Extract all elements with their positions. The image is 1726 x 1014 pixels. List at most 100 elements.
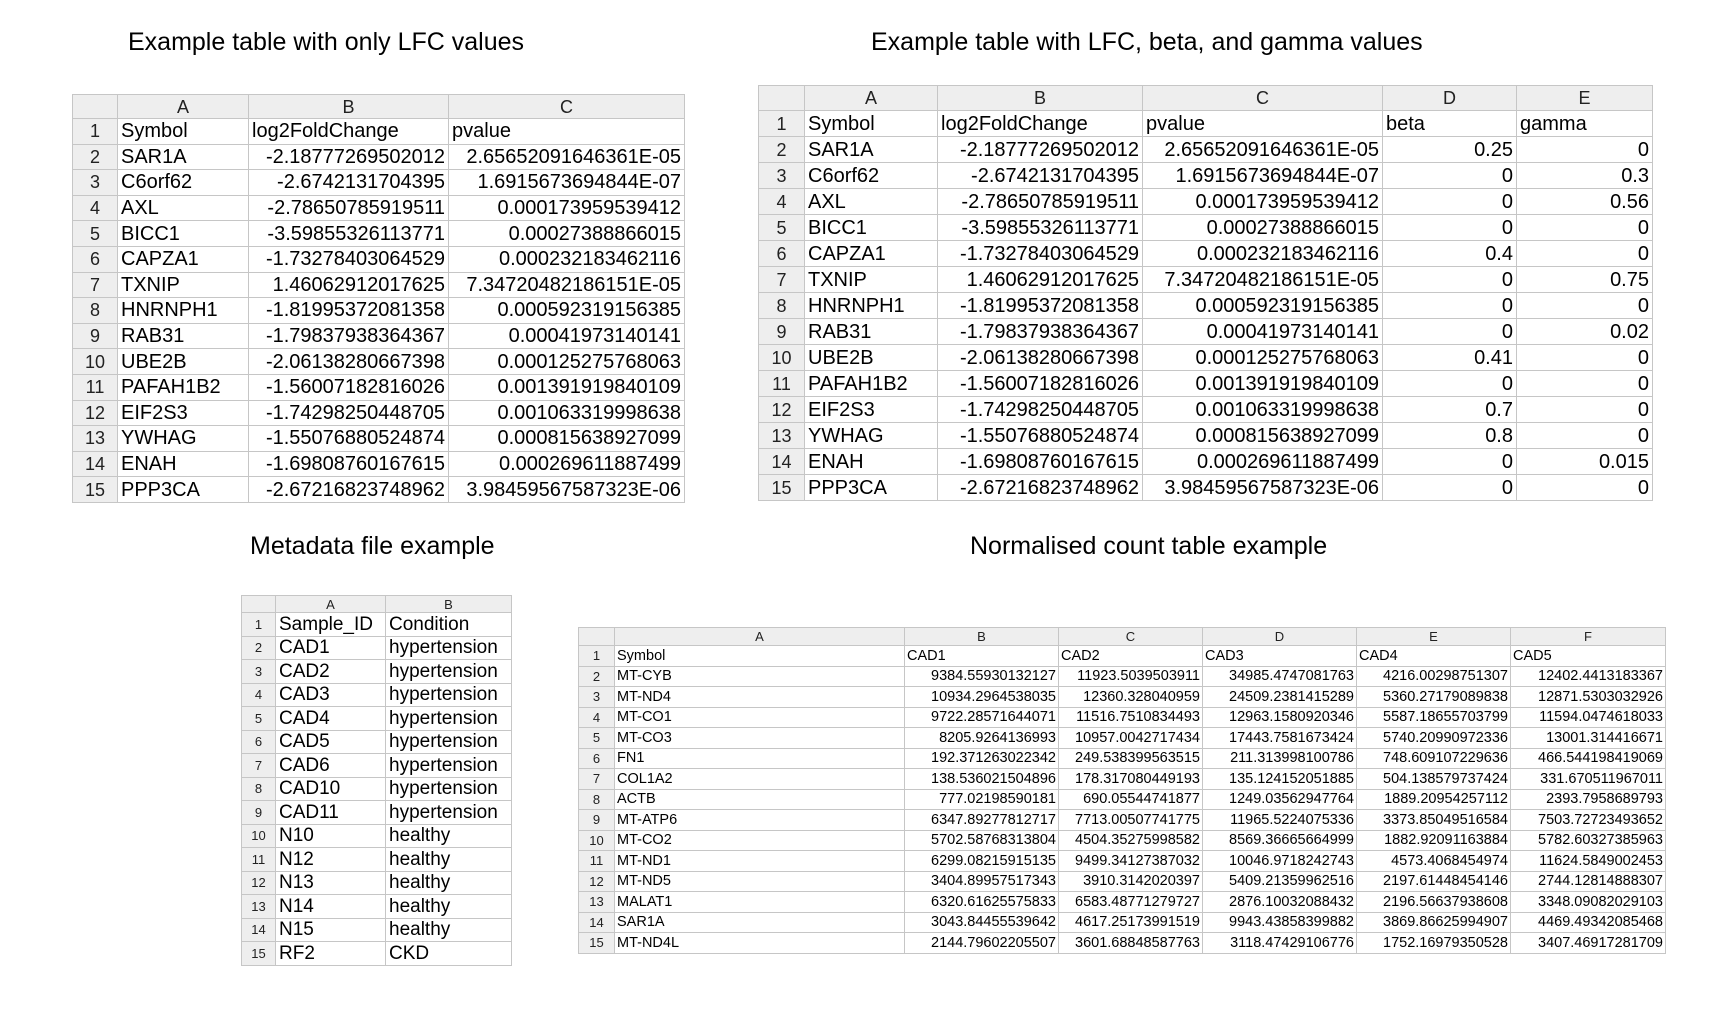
row-number[interactable]: 7 bbox=[241, 753, 276, 778]
table-cell[interactable]: 10046.9718242743 bbox=[1202, 850, 1357, 872]
table-cell[interactable]: hypertension bbox=[385, 776, 512, 801]
table-cell[interactable]: 0.000269611887499 bbox=[1142, 448, 1383, 475]
column-header[interactable]: A bbox=[614, 627, 905, 646]
row-number[interactable]: 12 bbox=[241, 870, 276, 895]
table-cell[interactable]: CAD11 bbox=[275, 800, 386, 825]
column-header[interactable]: B bbox=[385, 595, 512, 613]
row-number[interactable]: 12 bbox=[578, 870, 615, 892]
table-cell[interactable]: AXL bbox=[804, 188, 938, 215]
table-cell[interactable]: 9384.55930132127 bbox=[904, 665, 1059, 687]
table-cell[interactable]: 0.000592319156385 bbox=[1142, 292, 1383, 319]
header-cell[interactable]: gamma bbox=[1516, 110, 1653, 137]
row-number[interactable]: 5 bbox=[578, 727, 615, 749]
table-cell[interactable]: 0.25 bbox=[1382, 136, 1517, 163]
table-cell[interactable]: 211.313998100786 bbox=[1202, 747, 1357, 769]
row-number[interactable]: 15 bbox=[72, 476, 118, 503]
table-cell[interactable]: MT-ATP6 bbox=[614, 809, 905, 831]
table-cell[interactable]: ACTB bbox=[614, 788, 905, 810]
header-cell[interactable]: Symbol bbox=[117, 118, 249, 145]
table-cell[interactable]: 0.000232183462116 bbox=[448, 245, 685, 273]
table-cell[interactable]: 9943.43858399882 bbox=[1202, 911, 1357, 933]
table-cell[interactable]: 4573.4068454974 bbox=[1356, 850, 1511, 872]
table-cell[interactable]: MT-ND5 bbox=[614, 870, 905, 892]
table-cell[interactable]: C6orf62 bbox=[804, 162, 938, 189]
table-cell[interactable]: 3373.85049516584 bbox=[1356, 809, 1511, 831]
table-cell[interactable]: -2.18777269502012 bbox=[248, 143, 449, 171]
table-cell[interactable]: 11624.5849002453 bbox=[1510, 850, 1666, 872]
header-cell[interactable]: CAD4 bbox=[1356, 645, 1511, 667]
table-cell[interactable]: 5409.21359962516 bbox=[1202, 870, 1357, 892]
row-number[interactable]: 8 bbox=[578, 788, 615, 810]
row-number[interactable]: 14 bbox=[72, 450, 118, 478]
row-number[interactable]: 1 bbox=[578, 645, 615, 667]
table-cell[interactable]: EIF2S3 bbox=[804, 396, 938, 423]
table-cell[interactable]: 1.6915673694844E-07 bbox=[448, 169, 685, 196]
table-cell[interactable]: 0 bbox=[1516, 136, 1653, 163]
column-header[interactable]: E bbox=[1356, 627, 1511, 646]
row-number[interactable]: 13 bbox=[758, 422, 805, 449]
table-cell[interactable]: MT-ND4L bbox=[614, 932, 905, 954]
table-cell[interactable]: 777.02198590181 bbox=[904, 788, 1059, 810]
table-cell[interactable]: 0 bbox=[1516, 474, 1653, 501]
table-cell[interactable]: -2.78650785919511 bbox=[248, 194, 449, 222]
table-cell[interactable]: -1.81995372081358 bbox=[937, 292, 1143, 319]
table-cell[interactable]: 192.371263022342 bbox=[904, 747, 1059, 769]
header-cell[interactable]: CAD5 bbox=[1510, 645, 1666, 667]
row-number[interactable]: 4 bbox=[578, 706, 615, 728]
table-cell[interactable]: 0.00027388866015 bbox=[448, 220, 685, 247]
table-cell[interactable]: healthy bbox=[385, 870, 512, 895]
row-number[interactable]: 11 bbox=[241, 847, 276, 872]
table-cell[interactable]: -2.06138280667398 bbox=[248, 348, 449, 375]
table-cell[interactable]: 2144.79602205507 bbox=[904, 932, 1059, 954]
column-header[interactable]: B bbox=[937, 85, 1143, 111]
column-header[interactable]: F bbox=[1510, 627, 1666, 646]
table-cell[interactable]: 6583.48771279727 bbox=[1058, 891, 1203, 913]
table-cell[interactable]: 0.7 bbox=[1382, 396, 1517, 423]
header-cell[interactable]: Symbol bbox=[614, 645, 905, 667]
table-cell[interactable]: 0.000125275768063 bbox=[448, 348, 685, 375]
table-cell[interactable]: 8205.9264136993 bbox=[904, 727, 1059, 749]
header-cell[interactable]: log2FoldChange bbox=[248, 118, 449, 145]
row-number[interactable]: 6 bbox=[578, 747, 615, 769]
table-cell[interactable]: 3348.09082029103 bbox=[1510, 891, 1666, 913]
row-number[interactable]: 15 bbox=[578, 932, 615, 954]
table-cell[interactable]: MT-ND1 bbox=[614, 850, 905, 872]
header-cell[interactable]: CAD2 bbox=[1058, 645, 1203, 667]
column-header[interactable]: C bbox=[1142, 85, 1383, 111]
table-cell[interactable]: TXNIP bbox=[117, 271, 249, 299]
table-cell[interactable]: TXNIP bbox=[804, 266, 938, 293]
table-cell[interactable]: YWHAG bbox=[117, 425, 249, 452]
table-cell[interactable]: MALAT1 bbox=[614, 891, 905, 913]
row-number[interactable]: 4 bbox=[72, 194, 118, 222]
header-cell[interactable]: log2FoldChange bbox=[937, 110, 1143, 137]
table-cell[interactable]: healthy bbox=[385, 894, 512, 919]
table-cell[interactable]: 0.00027388866015 bbox=[1142, 214, 1383, 241]
table-cell[interactable]: 2393.7958689793 bbox=[1510, 788, 1666, 810]
table-cell[interactable]: 34985.4747081763 bbox=[1202, 665, 1357, 687]
table-cell[interactable]: 0.000815638927099 bbox=[448, 425, 685, 452]
row-number[interactable]: 8 bbox=[241, 776, 276, 801]
table-cell[interactable]: 5702.58768313804 bbox=[904, 829, 1059, 851]
table-cell[interactable]: 748.609107229636 bbox=[1356, 747, 1511, 769]
row-number[interactable]: 14 bbox=[578, 911, 615, 933]
table-cell[interactable]: 504.138579737424 bbox=[1356, 768, 1511, 790]
row-number[interactable]: 7 bbox=[72, 271, 118, 299]
table-cell[interactable]: 0 bbox=[1382, 448, 1517, 475]
table-cell[interactable]: MT-CO2 bbox=[614, 829, 905, 851]
row-number[interactable]: 3 bbox=[241, 659, 276, 684]
table-cell[interactable]: SAR1A bbox=[614, 911, 905, 933]
table-cell[interactable]: CAD5 bbox=[275, 729, 386, 754]
table-cell[interactable]: 4216.00298751307 bbox=[1356, 665, 1511, 687]
table-cell[interactable]: 0.015 bbox=[1516, 448, 1653, 475]
corner-cell[interactable] bbox=[72, 94, 118, 119]
table-cell[interactable]: -1.73278403064529 bbox=[937, 240, 1143, 267]
table-cell[interactable]: 13001.314416671 bbox=[1510, 727, 1666, 749]
table-cell[interactable]: 6299.08215915135 bbox=[904, 850, 1059, 872]
table-cell[interactable]: 0.000173959539412 bbox=[1142, 188, 1383, 215]
table-cell[interactable]: -1.74298250448705 bbox=[248, 399, 449, 427]
table-cell[interactable]: 0 bbox=[1382, 318, 1517, 345]
table-cell[interactable]: HNRNPH1 bbox=[804, 292, 938, 319]
table-cell[interactable]: CKD bbox=[385, 941, 512, 966]
table-cell[interactable]: -1.55076880524874 bbox=[937, 422, 1143, 449]
table-cell[interactable]: N15 bbox=[275, 917, 386, 942]
